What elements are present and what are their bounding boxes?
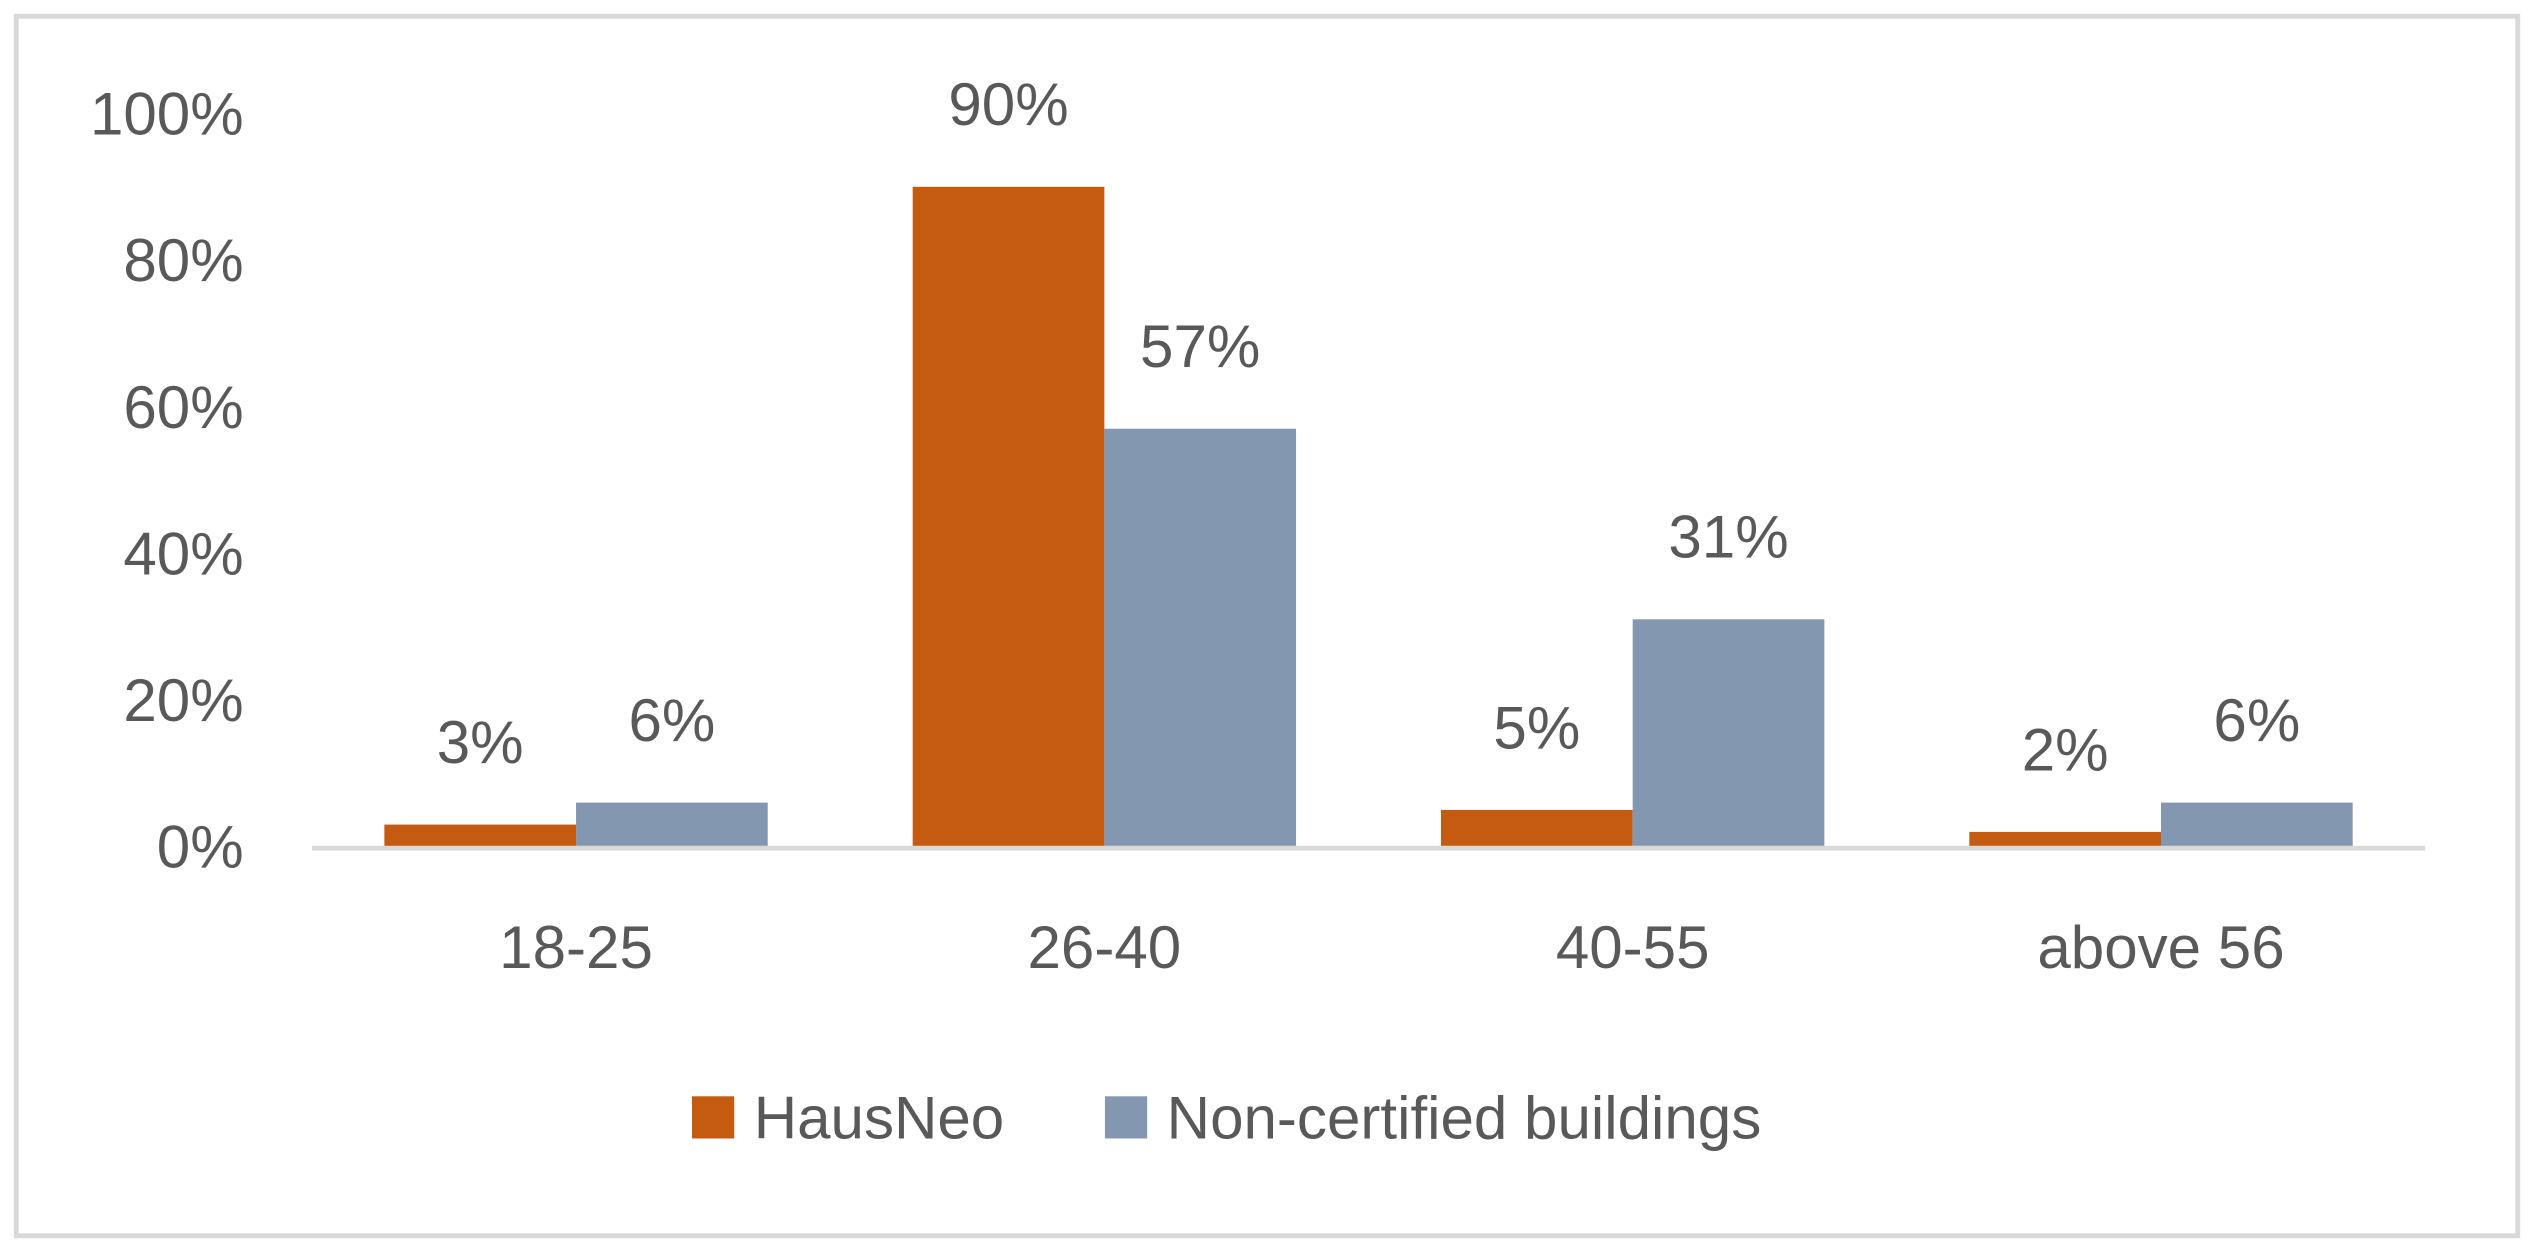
legend-item: Non-certified buildings (1104, 1085, 1762, 1152)
data-label: 90% (948, 71, 1068, 138)
data-label: 6% (628, 687, 715, 754)
y-tick-label: 100% (90, 81, 244, 148)
x-tick-label: above 56 (2037, 914, 2284, 981)
bar-hausneo (1969, 831, 2162, 847)
bar-hausneo (384, 824, 577, 847)
bar-hausneo (1441, 809, 1633, 847)
x-tick-label: 40-55 (1556, 914, 1710, 981)
data-label: 2% (2022, 716, 2109, 783)
bar-non-certified-buildings (1632, 619, 1825, 847)
data-label: 6% (2213, 687, 2300, 754)
data-label: 3% (437, 709, 524, 776)
bar-non-certified-buildings (2161, 802, 2353, 847)
y-tick-label: 0% (157, 814, 244, 881)
data-label: 5% (1493, 694, 1580, 761)
legend-item: HausNeo (691, 1085, 1005, 1152)
y-tick-label: 20% (123, 667, 243, 734)
legend-label: Non-certified buildings (1167, 1085, 1762, 1152)
y-tick-label: 60% (123, 374, 243, 441)
legend-label: HausNeo (754, 1085, 1005, 1152)
x-tick-label: 18-25 (499, 914, 653, 981)
bar-non-certified-buildings (1104, 428, 1297, 847)
y-tick-label: 80% (123, 227, 243, 294)
legend-swatch (1104, 1096, 1148, 1139)
data-label: 57% (1140, 313, 1260, 380)
data-label: 31% (1668, 504, 1788, 571)
bar-hausneo (912, 186, 1105, 847)
x-tick-label: 26-40 (1028, 914, 1182, 981)
y-tick-label: 40% (123, 520, 243, 587)
bar-non-certified-buildings (576, 802, 768, 847)
legend-swatch (691, 1096, 735, 1139)
